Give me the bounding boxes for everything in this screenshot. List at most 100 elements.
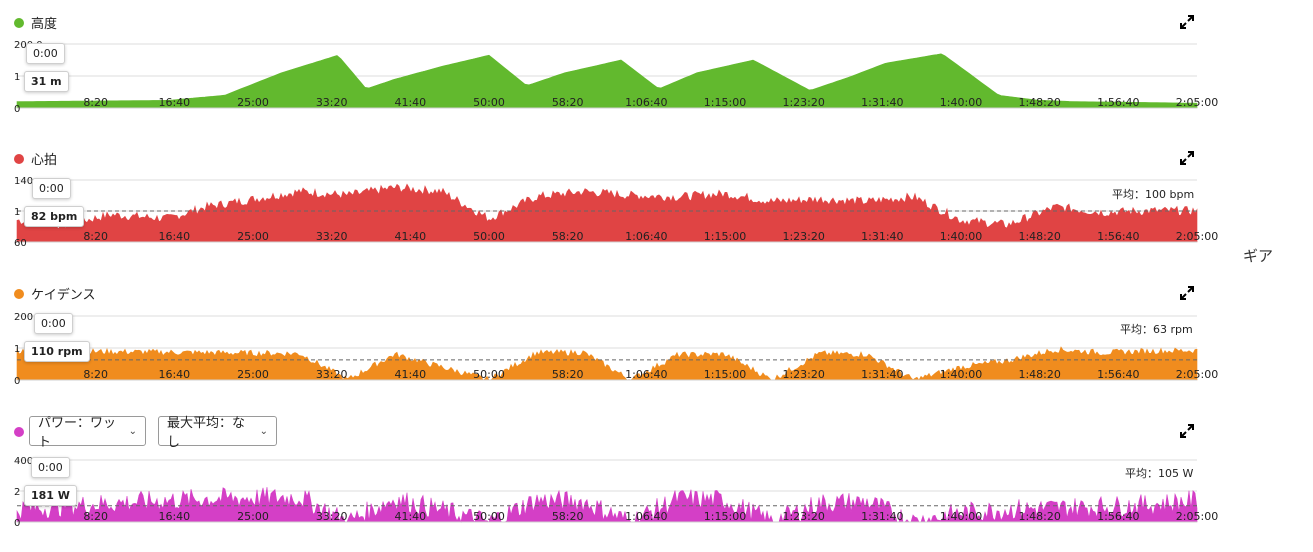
altitude-legend-dot xyxy=(14,17,24,28)
x-tick-label: 1:40:00 xyxy=(940,368,982,381)
x-tick-label: 41:40 xyxy=(394,230,426,243)
y-tick-label: 1 xyxy=(14,72,20,83)
y-tick-label: 0 xyxy=(14,518,20,528)
x-tick-label: 2:05:00 xyxy=(1176,96,1218,109)
x-tick-label: 1:23:20 xyxy=(782,368,824,381)
x-tick-label: 1:06:40 xyxy=(625,368,667,381)
x-tick-label: 1:15:00 xyxy=(704,230,746,243)
x-tick-label: 50:00 xyxy=(473,510,505,523)
x-tick-label: 50:00 xyxy=(473,96,505,109)
x-tick-label: 1:40:00 xyxy=(940,510,982,523)
x-tick-label: 1:31:40 xyxy=(861,368,903,381)
power-average-label: 平均：105 W xyxy=(1122,464,1197,482)
expand-icon[interactable] xyxy=(1180,424,1194,438)
x-tick-label: 1:31:40 xyxy=(861,510,903,523)
x-tick-label: 33:20 xyxy=(316,368,348,381)
x-tick-label: 1:31:40 xyxy=(861,96,903,109)
x-tick-label: 8:20 xyxy=(83,510,108,523)
x-tick-label: 33:20 xyxy=(316,96,348,109)
x-tick-label: 1:15:00 xyxy=(704,510,746,523)
x-tick-label: 58:20 xyxy=(552,230,584,243)
x-tick-label: 50:00 xyxy=(473,368,505,381)
x-tick-label: 2:05:00 xyxy=(1176,368,1218,381)
x-tick-label: 25:00 xyxy=(237,510,269,523)
heart-rate-legend-dot xyxy=(14,153,24,164)
y-tick-label: 140 xyxy=(14,176,33,187)
x-tick-label: 16:40 xyxy=(158,96,190,109)
cadence-series-area xyxy=(16,346,1198,381)
x-tick-label: 8:20 xyxy=(83,368,108,381)
y-tick-label: 2 xyxy=(14,487,20,498)
x-tick-label: 8:20 xyxy=(83,230,108,243)
expand-icon[interactable] xyxy=(1180,286,1194,300)
x-tick-label: 2:05:00 xyxy=(1176,230,1218,243)
y-tick-label: 0 xyxy=(14,376,20,384)
altitude-chart[interactable]: 200.0108:2016:4025:0033:2041:4050:0058:2… xyxy=(0,40,1230,125)
chevron-down-icon: ⌄ xyxy=(128,425,137,437)
heart-rate-panel: 心拍 140 1 60 8:20 16:40 25:00 33:20 41:40 50:00 58… xyxy=(0,140,1230,260)
x-tick-label: 1:56:40 xyxy=(1097,230,1139,243)
chevron-down-icon: ⌄ xyxy=(259,425,268,437)
power-panel: パワー：ワット ⌄ 最大平均：なし ⌄ 400 2 0 8:20 16:40 25:00 3… xyxy=(0,410,1230,540)
x-tick-label: 1:56:40 xyxy=(1097,368,1139,381)
altitude-panel: 高度 200.0108:2016:4025:0033:2041:4050:005… xyxy=(0,0,1230,125)
x-tick-label: 8:20 xyxy=(83,96,108,109)
altitude-title: 高度 xyxy=(31,17,58,32)
heart-rate-average-label: 平均：100 bpm xyxy=(1109,185,1198,203)
x-tick-label: 25:00 xyxy=(237,96,269,109)
heart-rate-tooltip-time: 0:00 xyxy=(32,178,71,199)
cadence-average-label: 平均：63 rpm xyxy=(1117,320,1196,338)
max-average-select[interactable]: 最大平均：なし ⌄ xyxy=(158,416,277,450)
max-average-select-label: 最大平均：なし xyxy=(167,416,246,450)
cadence-legend[interactable]: ケイデンス xyxy=(14,284,95,303)
x-tick-label: 2:05:00 xyxy=(1176,510,1218,523)
y-tick-label: 200 xyxy=(14,312,33,323)
x-tick-label: 16:40 xyxy=(158,230,190,243)
y-tick-label: 1 xyxy=(14,344,20,355)
x-tick-label: 1:31:40 xyxy=(861,230,903,243)
x-tick-label: 1:56:40 xyxy=(1097,510,1139,523)
x-tick-label: 50:00 xyxy=(473,230,505,243)
altitude-tooltip-value: 31 m xyxy=(24,71,69,92)
x-tick-label: 1:06:40 xyxy=(625,96,667,109)
cadence-panel: ケイデンス 200 1 0 8:20 16:40 25:00 33:20 41:40 50:00… xyxy=(0,276,1230,396)
x-tick-label: 1:06:40 xyxy=(625,230,667,243)
x-tick-label: 16:40 xyxy=(158,510,190,523)
power-chart[interactable]: 400 2 0 8:20 16:40 25:00 33:20 41:40 50:00 58:20 1… xyxy=(0,456,1230,528)
heart-rate-title: 心拍 xyxy=(31,153,58,168)
heart-series-area xyxy=(16,183,1198,243)
expand-icon[interactable] xyxy=(1180,151,1194,165)
y-tick-label: 60 xyxy=(14,238,27,248)
x-tick-label: 1:15:00 xyxy=(704,96,746,109)
x-tick-label: 1:06:40 xyxy=(625,510,667,523)
y-tick-label: 1 xyxy=(14,207,20,218)
x-tick-label: 1:48:20 xyxy=(1018,96,1060,109)
x-tick-label: 25:00 xyxy=(237,230,269,243)
heart-rate-chart[interactable]: 140 1 60 8:20 16:40 25:00 33:20 41:40 50:00 58:20… xyxy=(0,176,1230,248)
x-tick-label: 1:56:40 xyxy=(1097,96,1139,109)
x-tick-label: 1:48:20 xyxy=(1018,230,1060,243)
x-tick-label: 58:20 xyxy=(552,510,584,523)
cadence-legend-dot xyxy=(14,288,24,299)
x-tick-label: 58:20 xyxy=(552,96,584,109)
power-metric-select-label: パワー：ワット xyxy=(38,416,117,450)
x-tick-label: 1:23:20 xyxy=(782,510,824,523)
power-tooltip-time: 0:00 xyxy=(31,457,70,478)
heart-rate-legend[interactable]: 心拍 xyxy=(14,149,57,168)
cadence-tooltip-time: 0:00 xyxy=(34,313,73,334)
power-series-area xyxy=(16,487,1198,524)
x-tick-label: 1:48:20 xyxy=(1018,510,1060,523)
x-tick-label: 16:40 xyxy=(158,368,190,381)
heart-rate-tooltip-value: 82 bpm xyxy=(24,206,85,227)
altitude-legend[interactable]: 高度 xyxy=(14,13,57,32)
power-metric-select[interactable]: パワー：ワット ⌄ xyxy=(29,416,146,450)
cadence-chart[interactable]: 200 1 0 8:20 16:40 25:00 33:20 41:40 50:00 58:20 1… xyxy=(0,312,1230,384)
altitude-tooltip-time: 0:00 xyxy=(26,43,65,64)
cadence-title: ケイデンス xyxy=(31,288,96,303)
cadence-tooltip-value: 110 rpm xyxy=(24,341,90,362)
altitude-series-area xyxy=(16,53,1198,109)
x-tick-label: 41:40 xyxy=(394,368,426,381)
expand-icon[interactable] xyxy=(1180,15,1194,29)
x-tick-label: 41:40 xyxy=(394,96,426,109)
x-tick-label: 1:23:20 xyxy=(782,96,824,109)
